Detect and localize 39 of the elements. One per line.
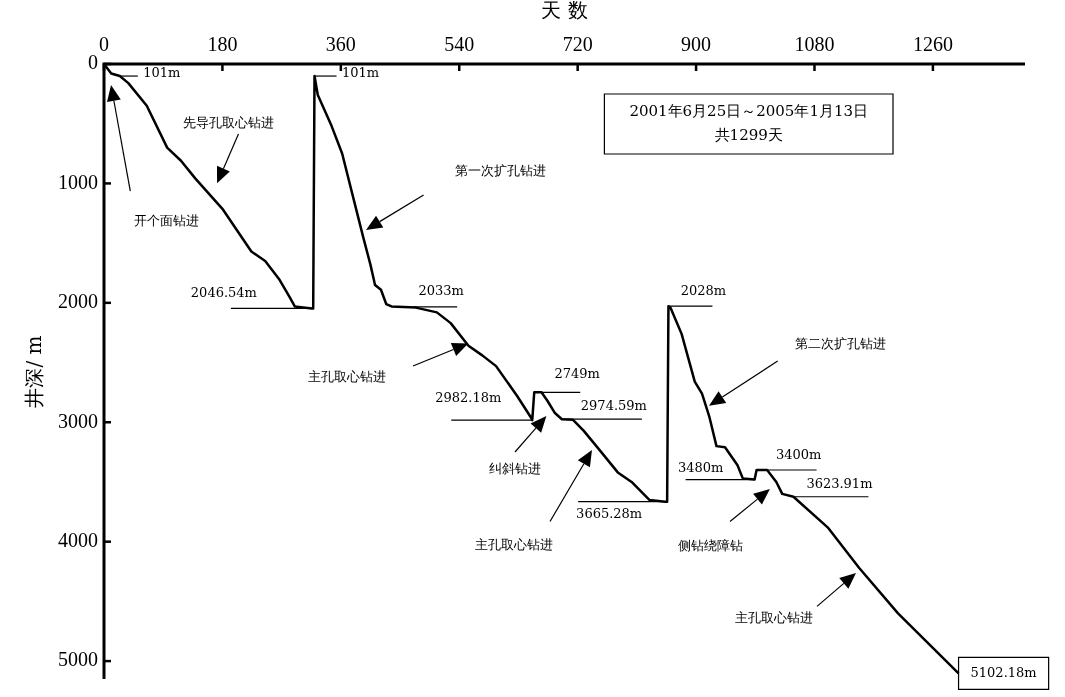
y-tick-label: 0 bbox=[88, 51, 98, 74]
x-axis-title: 天 数 bbox=[541, 0, 588, 23]
annotation: 2982.18m bbox=[435, 390, 502, 406]
annotation: 101m bbox=[143, 65, 181, 81]
annotation: 2033m bbox=[418, 283, 464, 299]
annotation: 101m bbox=[341, 65, 380, 81]
annotation: 主孔取心钻进 bbox=[308, 368, 387, 384]
annotation: 纠斜钻进 bbox=[489, 461, 542, 477]
annotation: 3400m bbox=[775, 447, 822, 463]
annotation: 3665.28m bbox=[576, 506, 643, 522]
annotation: 3480m bbox=[677, 459, 724, 475]
annotation: 3623.91m bbox=[806, 476, 873, 492]
y-axis-title: 井深/ m bbox=[22, 335, 47, 408]
annotation: 2749m bbox=[554, 365, 600, 381]
annotation: 共1299天 bbox=[714, 125, 783, 144]
annotation: 5102.18m bbox=[970, 664, 1037, 680]
y-tick-label: 3000 bbox=[58, 409, 98, 432]
x-tick-label: 180 bbox=[207, 33, 238, 56]
annotation: 主孔取心钻进 bbox=[475, 536, 554, 552]
y-tick-label: 5000 bbox=[58, 648, 98, 671]
x-tick-label: 360 bbox=[325, 33, 356, 56]
annotation: 开个面钻进 bbox=[134, 213, 200, 229]
annotation: 主孔取心钻进 bbox=[734, 609, 813, 625]
x-tick-label: 1260 bbox=[912, 33, 953, 56]
y-tick-label: 4000 bbox=[58, 528, 98, 551]
x-tick-label: 720 bbox=[562, 33, 593, 56]
y-tick-label: 1000 bbox=[58, 170, 98, 193]
annotation: 2046.54m bbox=[190, 284, 257, 300]
y-tick-label: 2000 bbox=[58, 290, 98, 313]
annotation: 先导孔取心钻进 bbox=[183, 115, 275, 131]
annotation: 2028m bbox=[680, 282, 727, 298]
annotation: 2974.59m bbox=[580, 397, 647, 413]
annotation: 第一次扩孔钻进 bbox=[455, 163, 547, 179]
annotation: 第二次扩孔钻进 bbox=[795, 336, 887, 352]
x-tick-label: 1080 bbox=[794, 33, 835, 56]
x-tick-label: 900 bbox=[681, 33, 712, 56]
annotation: 2001年6月25日～2005年1月13日 bbox=[629, 101, 868, 120]
x-tick-label: 540 bbox=[444, 33, 475, 56]
annotation: 侧钻绕障钻 bbox=[677, 537, 743, 553]
